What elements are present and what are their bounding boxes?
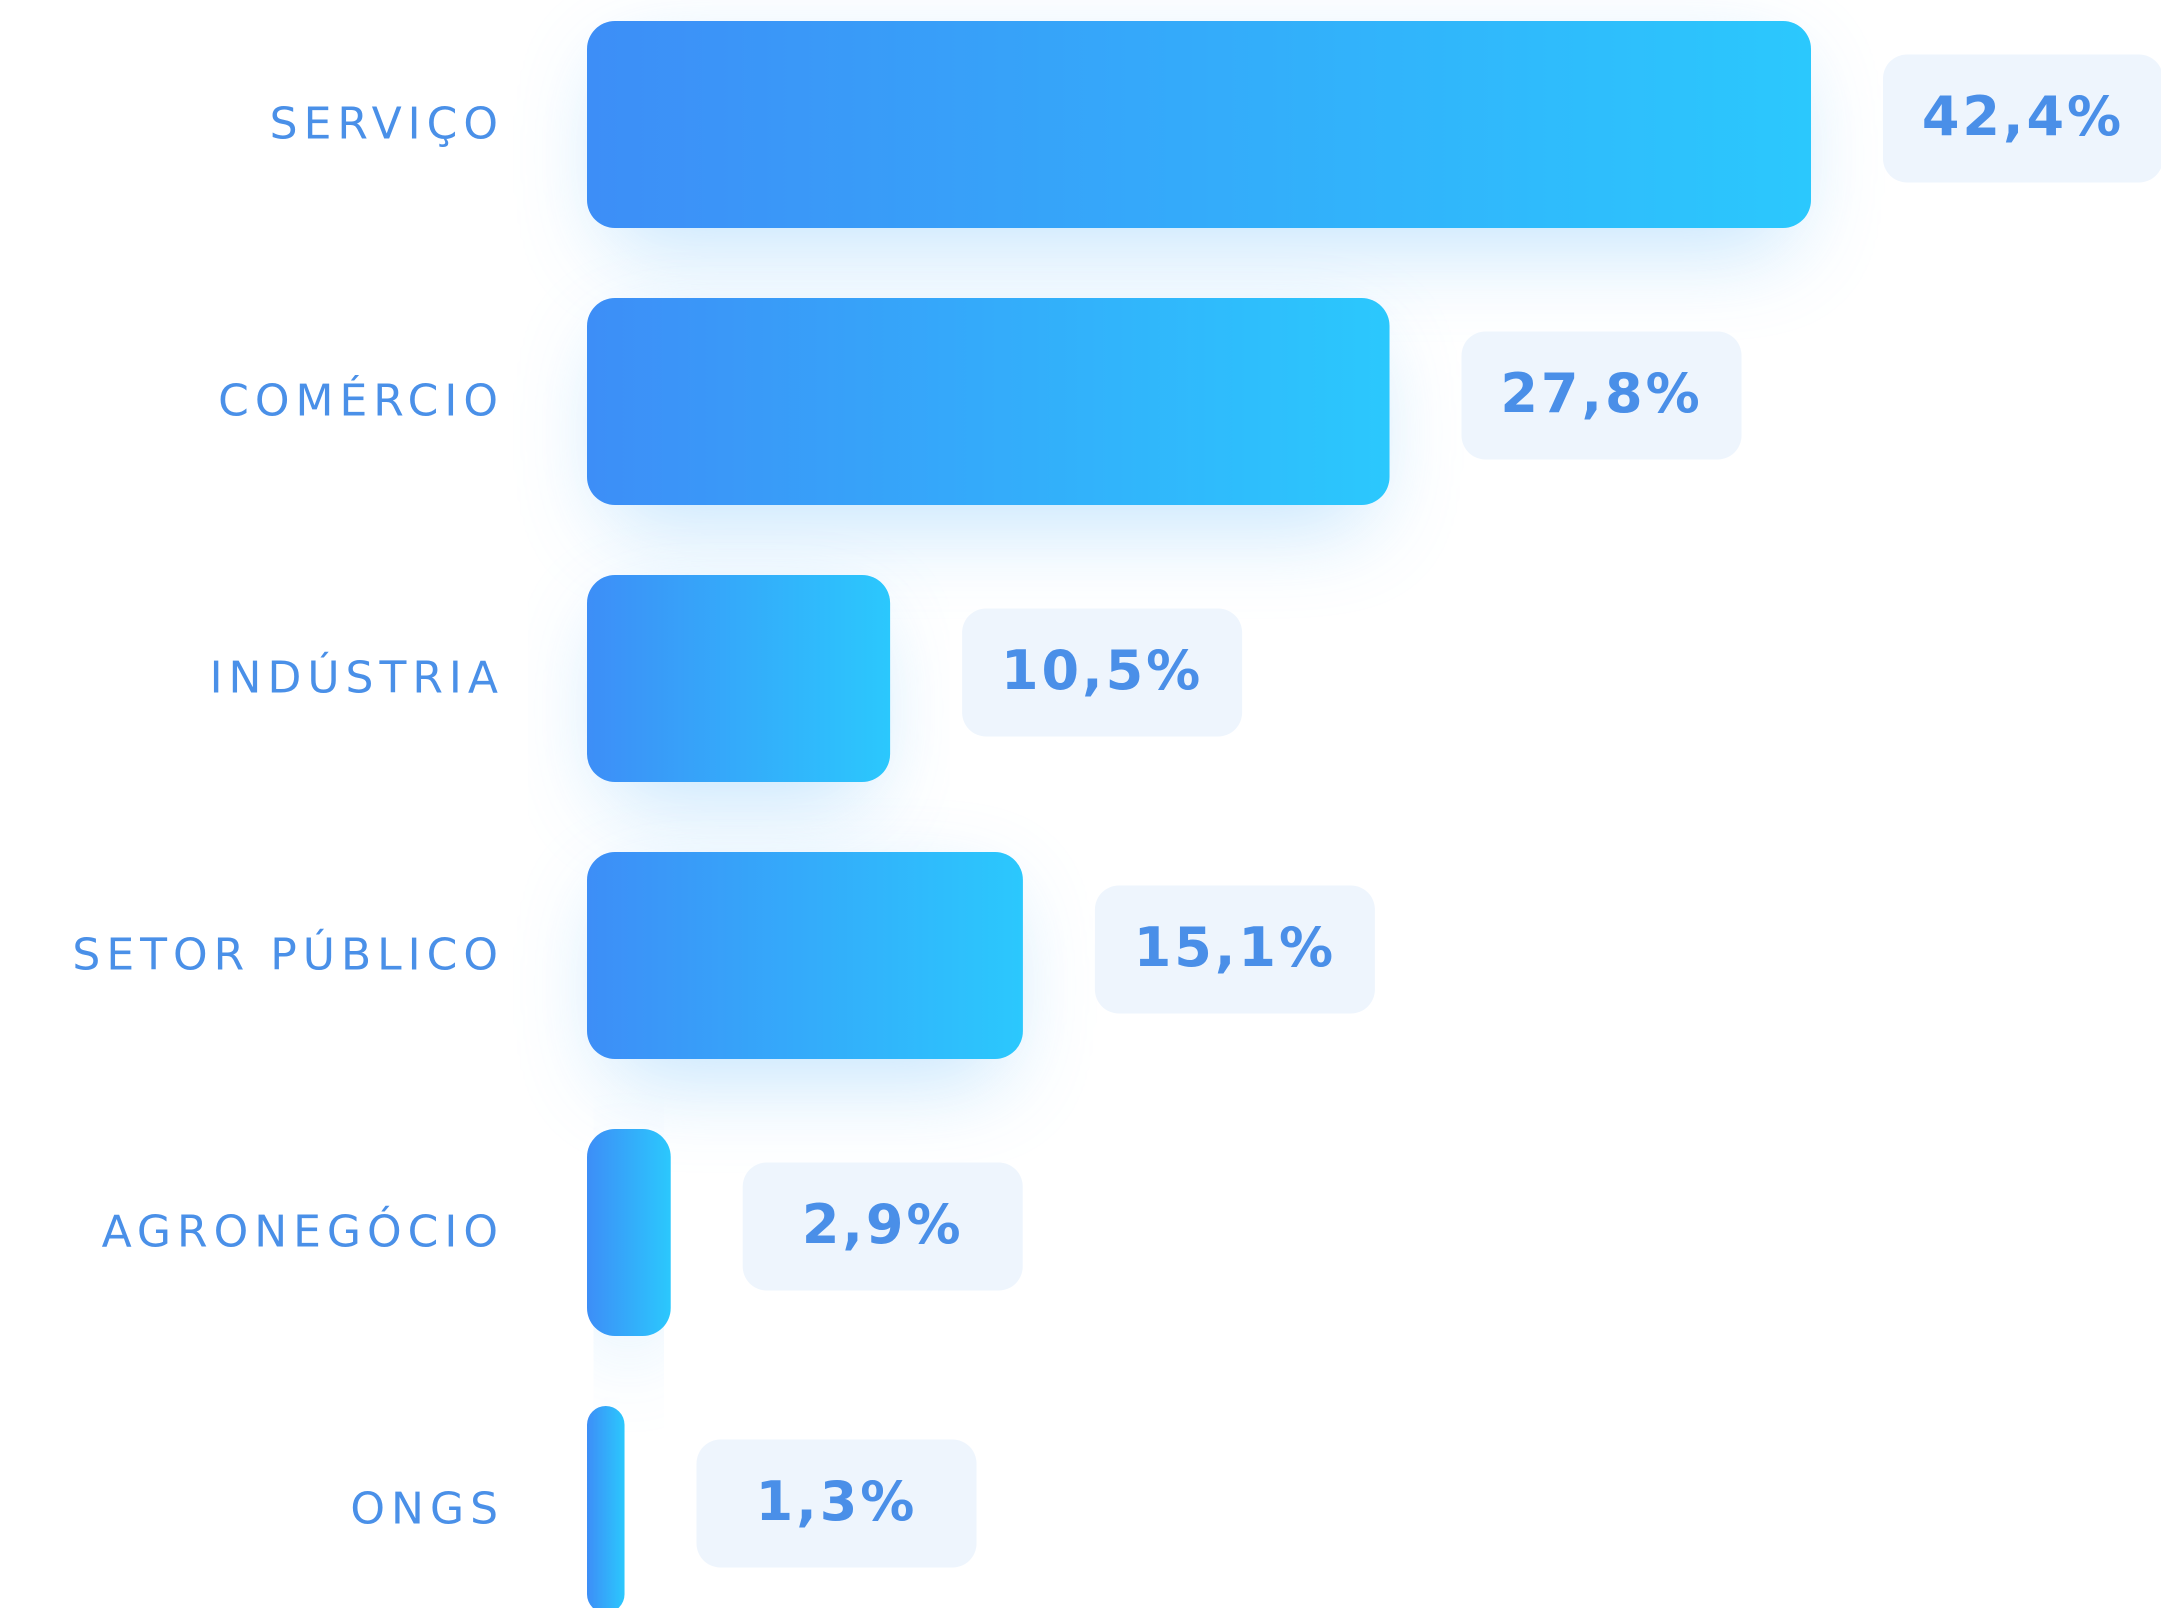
bar: [587, 21, 1811, 228]
value-pill: [696, 1439, 977, 1568]
value-label: 15,1%: [1134, 916, 1336, 979]
category-label: ONGS: [350, 1484, 504, 1535]
category-label: COMÉRCIO: [218, 374, 504, 427]
value-label: 10,5%: [1001, 639, 1203, 702]
bar: [587, 298, 1390, 505]
category-label: AGRONEGÓCIO: [102, 1205, 504, 1258]
value-pill: [742, 1162, 1023, 1291]
bar: [587, 575, 891, 782]
value-pill: [1094, 885, 1375, 1014]
category-label: INDÚSTRIA: [210, 651, 504, 704]
value-label: 42,4%: [1922, 85, 2124, 148]
value-label: 27,8%: [1500, 362, 1702, 425]
category-label: SETOR PÚBLICO: [72, 928, 504, 981]
mark-layer: SERVIÇO 42,4% COMÉRCIO 27,8% INDÚSTRIA 10,5% S…: [72, 21, 2161, 1608]
glow-layer: [607, 61, 1791, 1608]
category-label: SERVIÇO: [270, 99, 504, 150]
value-pill: [1461, 331, 1742, 460]
bar: [587, 852, 1023, 1059]
bar: [587, 1406, 625, 1608]
value-label: 1,3%: [756, 1470, 918, 1533]
value-label: 2,9%: [802, 1193, 964, 1256]
value-pill: [1883, 54, 2161, 183]
value-pill: [962, 608, 1243, 737]
bar: [587, 1129, 671, 1336]
